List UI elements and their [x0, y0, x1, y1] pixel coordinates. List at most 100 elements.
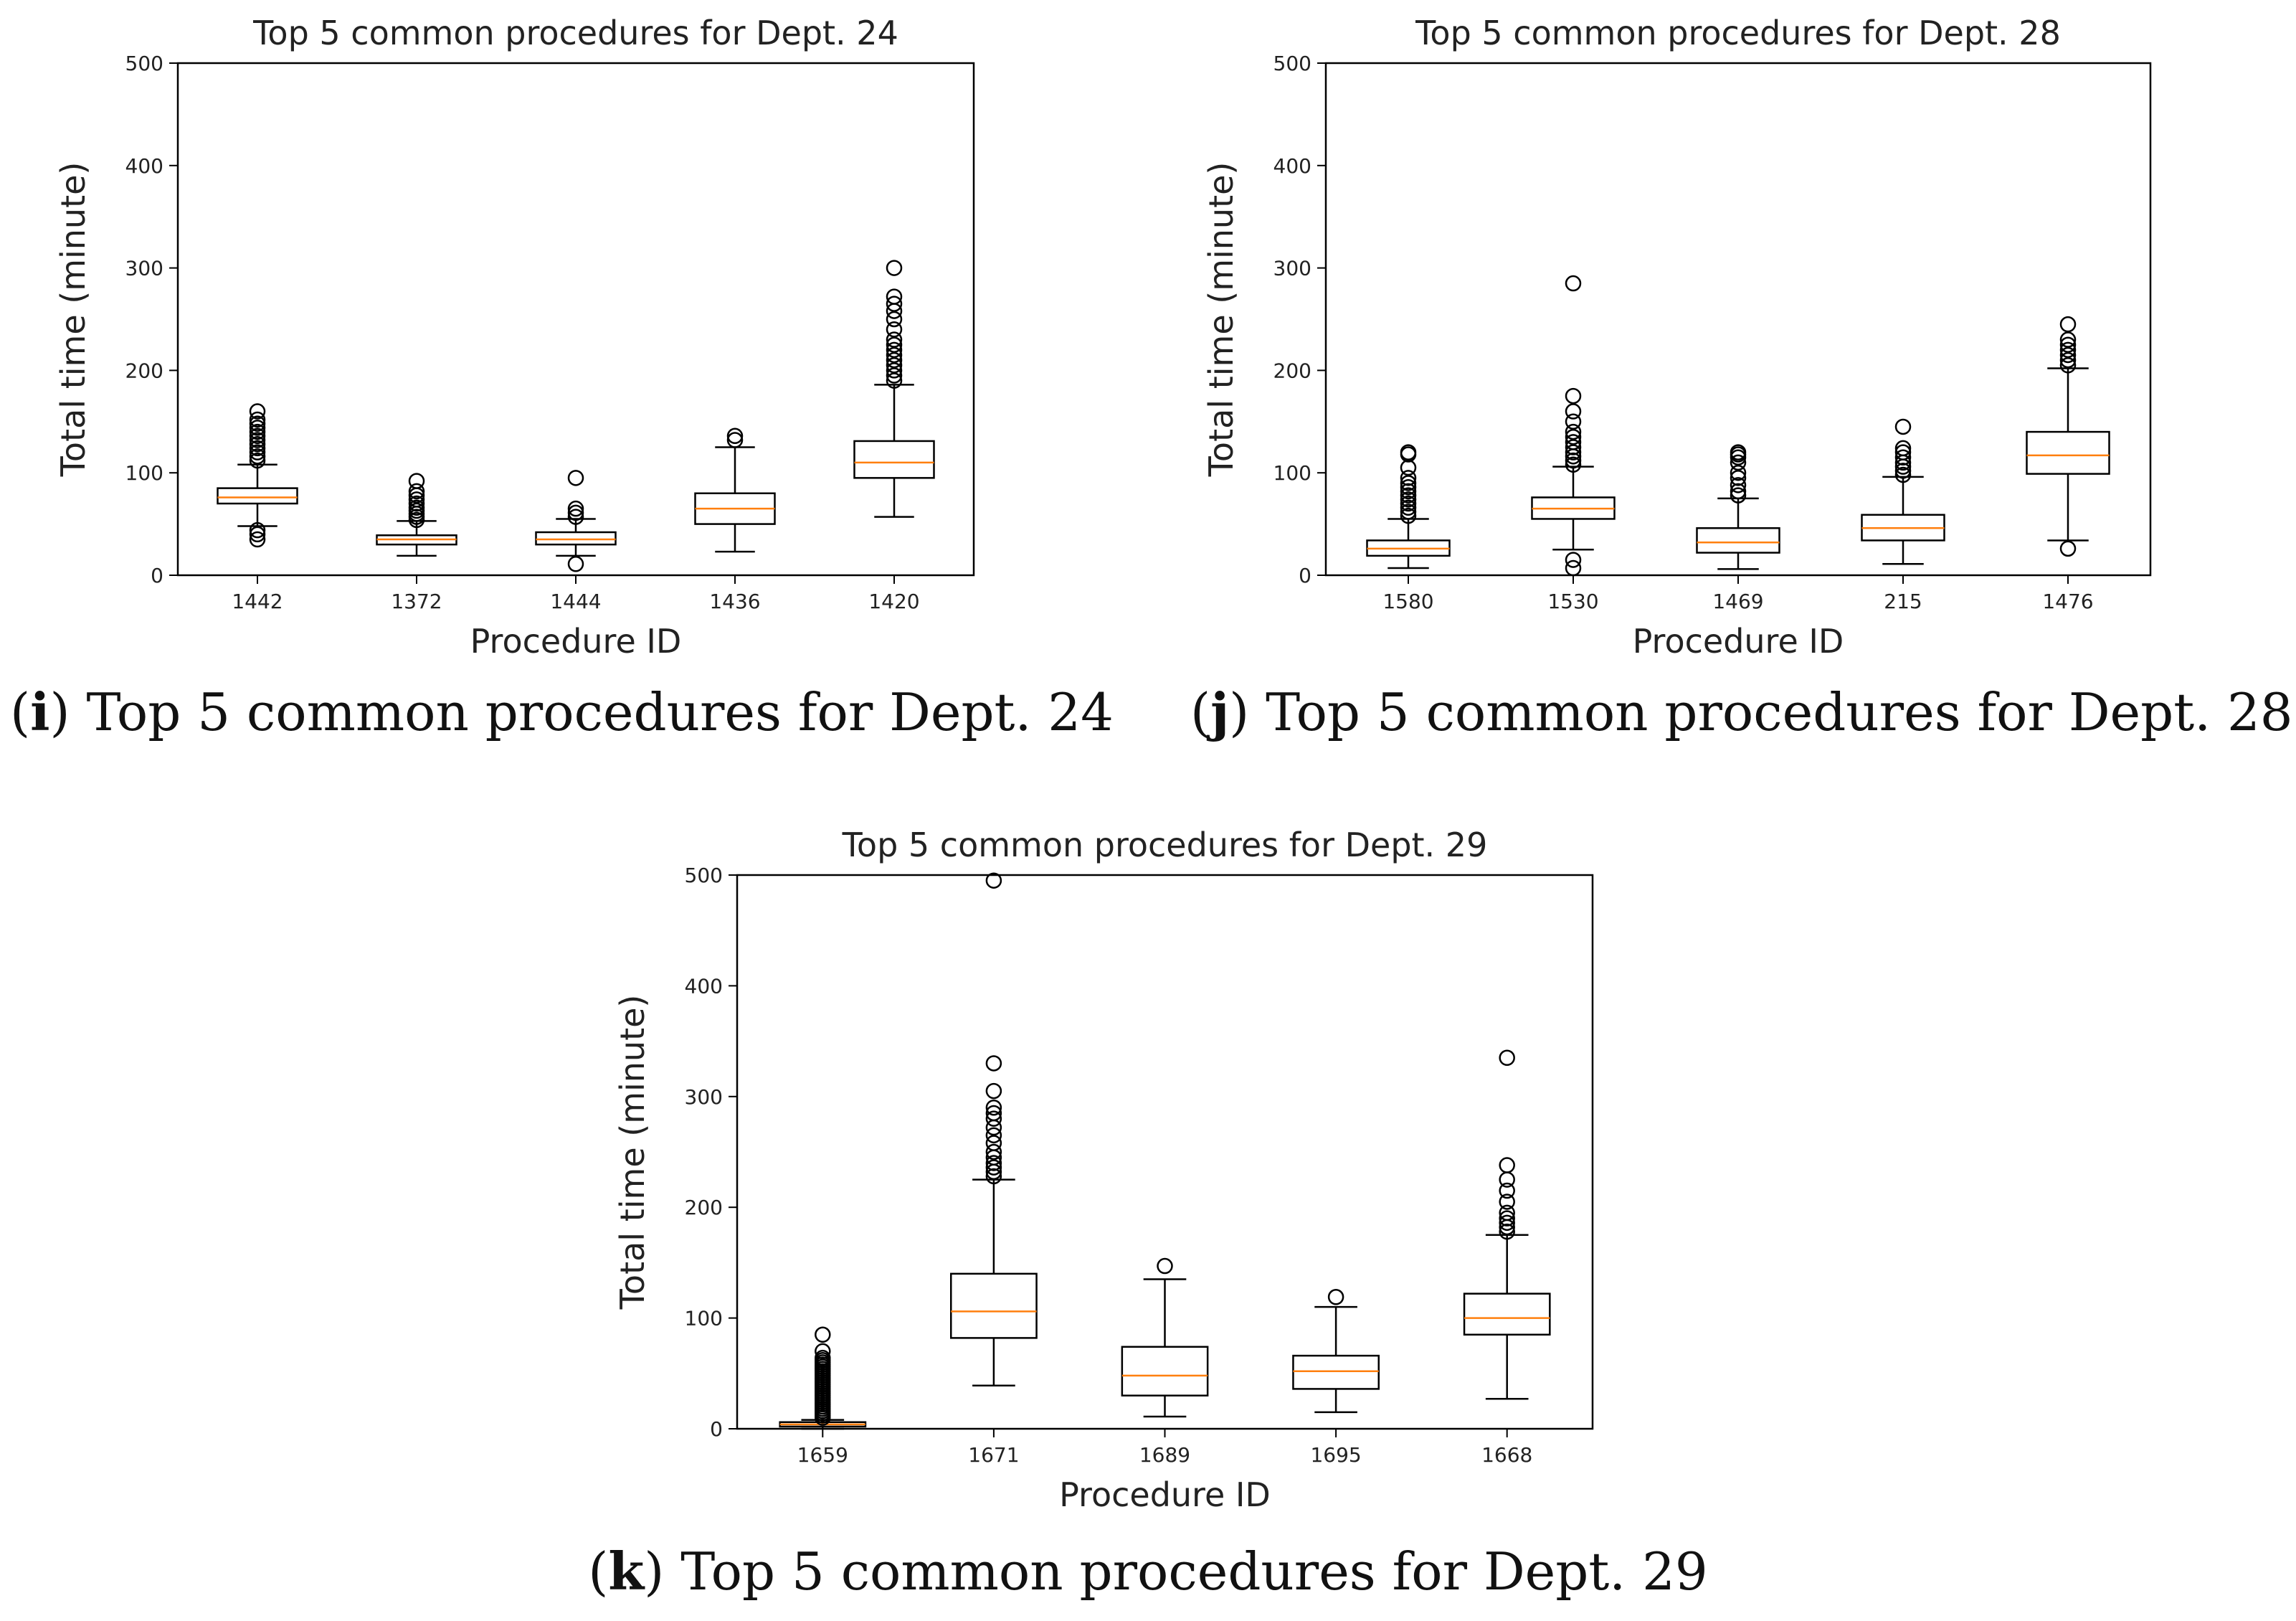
box-1530: [1531, 275, 1616, 577]
y-tick-label: 100: [125, 461, 163, 485]
outlier-point: [249, 403, 266, 420]
outlier-point: [249, 423, 266, 440]
outlier-point: [1157, 1257, 1173, 1275]
x-tick-label: 1530: [1547, 590, 1598, 613]
outlier-point: [2059, 331, 2077, 348]
outlier-point: [886, 372, 903, 389]
chart-panel-dept-29: Top 5 common procedures for Dept. 29 0 100…: [571, 810, 1719, 1621]
chart-panel-dept-28: Top 5 common procedures for Dept. 28 0 100…: [1148, 0, 2296, 767]
x-tick-label: 1469: [1712, 590, 1763, 613]
box-1469: [1696, 444, 1780, 570]
outlier-point: [408, 499, 425, 516]
outlier-point: [1730, 464, 1747, 481]
outlier-point: [249, 440, 266, 457]
outlier-point: [249, 526, 266, 543]
y-tick-label: 0: [1299, 564, 1311, 587]
outlier-point: [985, 1168, 1002, 1185]
box-1668: [1463, 1049, 1551, 1400]
outlier-point: [567, 500, 584, 517]
outlier-point: [1894, 449, 1912, 466]
chart-title: Top 5 common procedures for Dept. 28: [1415, 14, 2061, 52]
outlier-point: [1894, 418, 1912, 435]
y-tick-label: 500: [125, 52, 163, 75]
outlier-point: [985, 1155, 1002, 1171]
outlier-point: [1565, 444, 1582, 460]
outlier-point: [1499, 1049, 1515, 1067]
outlier-point: [249, 444, 266, 460]
caption-text: Top 5 common procedures for Dept. 24: [86, 682, 1114, 742]
outlier-point: [726, 427, 744, 445]
outlier-point: [249, 411, 266, 428]
caption-text: Top 5 common procedures for Dept. 29: [680, 1541, 1708, 1602]
outlier-point: [2059, 357, 2077, 374]
outlier-point: [1565, 552, 1582, 568]
outlier-point: [249, 521, 266, 539]
outlier-point: [1730, 470, 1747, 486]
x-tick-label: 1444: [550, 590, 601, 613]
y-tick-label: 400: [1273, 154, 1311, 178]
outlier-point: [2059, 351, 2077, 369]
outlier-point: [1400, 444, 1417, 460]
outlier-point: [1894, 466, 1912, 483]
outlier-point: [2059, 316, 2077, 333]
y-tick-label: 300: [685, 1085, 723, 1109]
box-body: [1121, 1346, 1209, 1396]
outlier-point: [249, 420, 266, 436]
outlier-point: [1894, 440, 1912, 457]
outlier-point: [1499, 1204, 1515, 1221]
outlier-point: [1400, 499, 1417, 516]
outlier-point: [985, 1110, 1002, 1127]
box-1580: [1366, 444, 1451, 570]
x-tick-label: 1372: [391, 590, 442, 613]
outlier-point: [249, 415, 266, 432]
outlier-point: [815, 1343, 831, 1360]
outlier-point: [1499, 1171, 1515, 1188]
box-1436: [694, 427, 776, 553]
outlier-point: [985, 1082, 1002, 1100]
outlier-point: [249, 531, 266, 548]
outlier-point: [1400, 459, 1417, 476]
plot-frame: [176, 62, 975, 577]
outlier-point: [1565, 452, 1582, 469]
outlier-point: [1400, 478, 1417, 496]
outlier-point: [249, 427, 266, 445]
box-body: [950, 1272, 1038, 1339]
outlier-point: [985, 1127, 1002, 1144]
x-tick-label: 1668: [1481, 1443, 1532, 1467]
x-tick-label: 1671: [968, 1443, 1019, 1467]
outlier-point: [567, 556, 584, 572]
outlier-point: [1730, 444, 1747, 460]
outlier-point: [1400, 495, 1417, 512]
outlier-point: [567, 509, 584, 525]
y-tick-label: 200: [1273, 359, 1311, 382]
outlier-point: [886, 357, 903, 374]
chart-dept-28: Top 5 common procedures for Dept. 28 0 100…: [1202, 14, 2152, 661]
outlier-point: [1565, 428, 1582, 445]
x-tick-label: 1476: [2042, 590, 2093, 613]
box-body: [1696, 527, 1780, 554]
outlier-point: [1499, 1223, 1515, 1240]
y-tick-label: 0: [710, 1417, 723, 1441]
box-1689: [1121, 1257, 1209, 1418]
outlier-point: [1565, 456, 1582, 473]
y-tick-label: 400: [125, 154, 163, 178]
box-1442: [217, 403, 298, 548]
box-1695: [1292, 1289, 1380, 1414]
outlier-point: [1565, 275, 1582, 292]
outlier-point: [886, 362, 903, 379]
chart-title: Top 5 common procedures for Dept. 24: [252, 14, 898, 52]
y-tick-label: 100: [1273, 461, 1311, 485]
x-tick-label: 1420: [868, 590, 919, 613]
box-body: [853, 440, 935, 479]
outlier-point: [1894, 444, 1912, 460]
outlier-point: [985, 1099, 1002, 1116]
outlier-point: [1400, 491, 1417, 508]
outlier-point: [886, 346, 903, 364]
outlier-point: [886, 367, 903, 384]
box-1372: [376, 473, 457, 557]
outlier-point: [886, 288, 903, 305]
chart-title: Top 5 common procedures for Dept. 29: [842, 826, 1488, 864]
caption-label: i: [30, 681, 50, 742]
outlier-point: [1499, 1194, 1515, 1210]
outlier-point: [815, 1349, 831, 1366]
